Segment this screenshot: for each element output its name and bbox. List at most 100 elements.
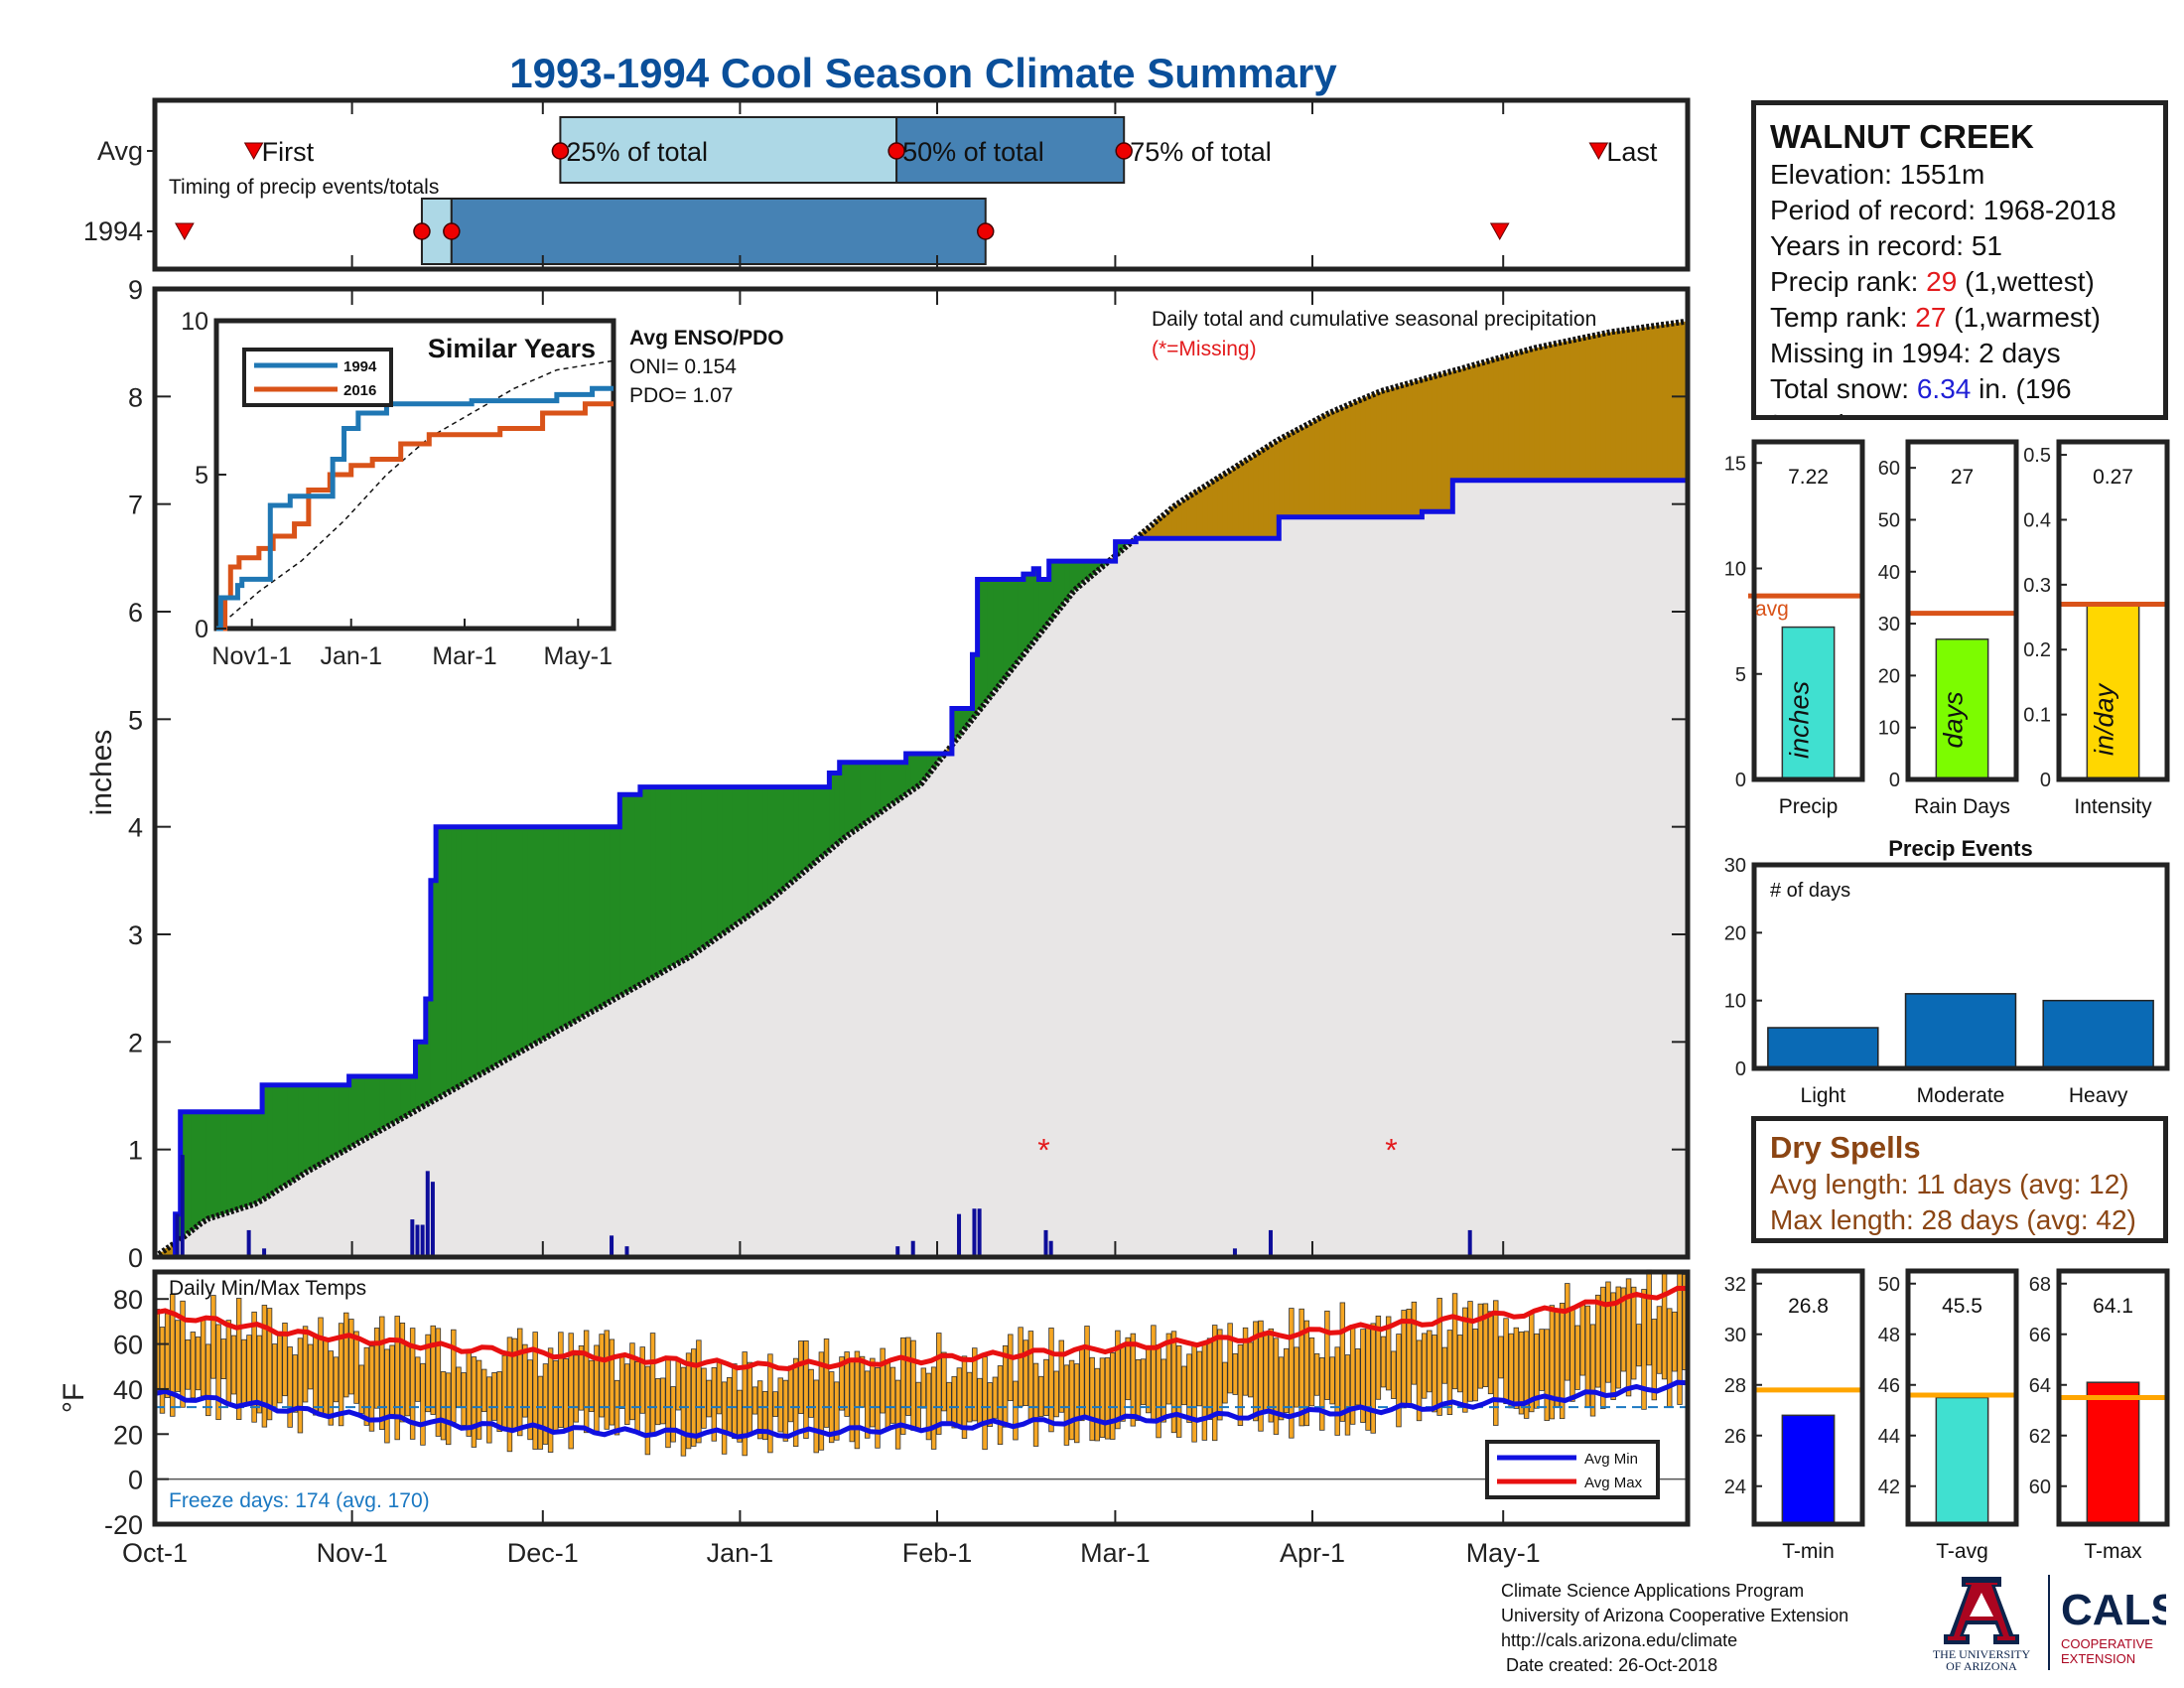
daily-temp-bar bbox=[905, 1336, 911, 1416]
cumulative-base-strip bbox=[1462, 480, 1469, 1257]
deficit-strip bbox=[1514, 352, 1520, 481]
cumulative-base-strip bbox=[1284, 516, 1291, 1257]
cumulative-base-strip bbox=[1477, 480, 1484, 1257]
cumulative-base-strip bbox=[767, 900, 774, 1257]
daily-temp-bar bbox=[910, 1339, 916, 1431]
daily-temp-bar bbox=[415, 1356, 421, 1402]
daily-temp-bar bbox=[1559, 1303, 1566, 1420]
daily-temp-bar bbox=[706, 1379, 712, 1418]
daily-temp-bar bbox=[1319, 1356, 1325, 1431]
cumulative-base-strip bbox=[946, 754, 953, 1257]
cumulative-base-strip bbox=[1003, 677, 1010, 1257]
surplus-strip bbox=[793, 786, 800, 879]
daily-temp-bar bbox=[1068, 1359, 1075, 1441]
y1994-last-marker bbox=[1489, 222, 1510, 241]
daily-temp-bar bbox=[1008, 1334, 1014, 1402]
cals-sub-1: COOPERATIVE bbox=[2061, 1636, 2153, 1651]
cumulative-base-strip bbox=[1084, 579, 1091, 1257]
daily-temp-bar bbox=[1037, 1375, 1044, 1417]
cumulative-base-strip bbox=[308, 1169, 315, 1257]
daily-temp-bar bbox=[1165, 1333, 1172, 1405]
temp-title: Daily Min/Max Temps bbox=[169, 1277, 366, 1300]
deficit-strip bbox=[1345, 405, 1351, 517]
deficit-strip bbox=[1279, 438, 1286, 517]
deficit-strip bbox=[1274, 441, 1280, 539]
daily-temp-bar bbox=[1232, 1352, 1238, 1395]
daily-temp-bar bbox=[1094, 1367, 1101, 1442]
surplus-strip bbox=[400, 1076, 406, 1118]
surplus-strip bbox=[875, 762, 882, 815]
temp-ytick-label: 80 bbox=[113, 1285, 143, 1315]
cumulative-base-strip bbox=[1483, 480, 1489, 1257]
inset-title: Similar Years bbox=[428, 334, 596, 363]
cumulative-base-strip bbox=[1248, 538, 1255, 1257]
cumulative-base-strip bbox=[798, 874, 805, 1257]
daily-temp-bar bbox=[782, 1379, 789, 1442]
surplus-strip bbox=[339, 1084, 345, 1153]
cumulative-base-strip bbox=[813, 861, 820, 1257]
deficit-strip bbox=[1503, 355, 1510, 481]
deficit-strip bbox=[1141, 531, 1148, 539]
x-axis-label: Jan-1 bbox=[707, 1538, 774, 1568]
daily-temp-bar bbox=[1324, 1310, 1330, 1400]
daily-temp-bar bbox=[1427, 1330, 1433, 1393]
daily-temp-bar bbox=[384, 1348, 390, 1444]
surplus-strip bbox=[972, 654, 979, 717]
surplus-strip bbox=[303, 1084, 309, 1173]
cumulative-base-strip bbox=[1253, 538, 1260, 1257]
deficit-strip bbox=[1217, 477, 1224, 539]
cumulative-base-strip bbox=[1131, 541, 1137, 1257]
precip-ytick-label: 7 bbox=[128, 491, 143, 520]
cumulative-base-strip bbox=[1196, 538, 1203, 1257]
daily-precip-bar bbox=[180, 1155, 185, 1257]
cumulative-base-strip bbox=[477, 1074, 482, 1257]
precip-frame bbox=[152, 286, 1691, 1260]
cumulative-base-strip bbox=[921, 780, 927, 1257]
cumulative-base-strip bbox=[717, 935, 723, 1257]
surplus-strip bbox=[614, 826, 620, 998]
cumulative-base-strip bbox=[1493, 480, 1500, 1257]
cumulative-base-strip bbox=[548, 1035, 555, 1257]
cumulative-base-strip bbox=[834, 844, 841, 1257]
surplus-strip bbox=[1074, 561, 1081, 589]
daily-precip-bar bbox=[420, 1224, 425, 1257]
deficit-strip bbox=[1386, 388, 1393, 517]
cumulative-base-strip bbox=[1319, 516, 1326, 1257]
daily-temp-bar bbox=[1303, 1320, 1310, 1427]
event-category-label: Heavy bbox=[2069, 1084, 2128, 1107]
daily-temp-bar bbox=[997, 1365, 1004, 1446]
daily-temp-bar bbox=[1436, 1298, 1442, 1416]
daily-temp-bar bbox=[864, 1370, 871, 1439]
cumulative-base-strip bbox=[1202, 538, 1208, 1257]
temp-frame bbox=[152, 1269, 1691, 1527]
cumulative-base-strip bbox=[568, 1023, 575, 1257]
deficit-strip bbox=[1422, 378, 1429, 512]
daily-temp-bar bbox=[977, 1377, 983, 1426]
legend-2016-label: 2016 bbox=[343, 382, 376, 399]
avg-max-line bbox=[154, 1285, 1689, 1372]
inset-avg-line bbox=[215, 359, 614, 630]
cumulative-base-strip bbox=[1263, 538, 1270, 1257]
daily-temp-bar bbox=[609, 1338, 615, 1426]
daily-temp-bar bbox=[762, 1391, 768, 1441]
daily-temp-bar bbox=[1151, 1325, 1157, 1421]
daily-temp-bar bbox=[803, 1339, 809, 1439]
cumulative-base-strip bbox=[1585, 480, 1591, 1257]
cumulative-base-strip bbox=[936, 761, 943, 1257]
tavg-summary-bar bbox=[1935, 1396, 1989, 1525]
cumulative-base-strip bbox=[614, 997, 620, 1257]
surplus-strip bbox=[374, 1076, 381, 1133]
dry-spells-title: Dry Spells bbox=[1770, 1130, 1921, 1165]
daily-temp-bar bbox=[1023, 1339, 1028, 1406]
cumulative-base-strip bbox=[727, 928, 734, 1257]
daily-temp-bar bbox=[1053, 1370, 1059, 1418]
precip-ytick-label: 3 bbox=[128, 920, 143, 950]
cumulative-base-strip bbox=[292, 1179, 299, 1257]
daily-temp-bar bbox=[1278, 1356, 1285, 1421]
temp-rank-value: 27 bbox=[1915, 302, 1947, 333]
daily-temp-bar bbox=[261, 1305, 268, 1428]
surplus-strip bbox=[196, 1111, 202, 1226]
surplus-strip bbox=[231, 1111, 237, 1211]
precip-ytick-label: 2 bbox=[128, 1028, 143, 1057]
